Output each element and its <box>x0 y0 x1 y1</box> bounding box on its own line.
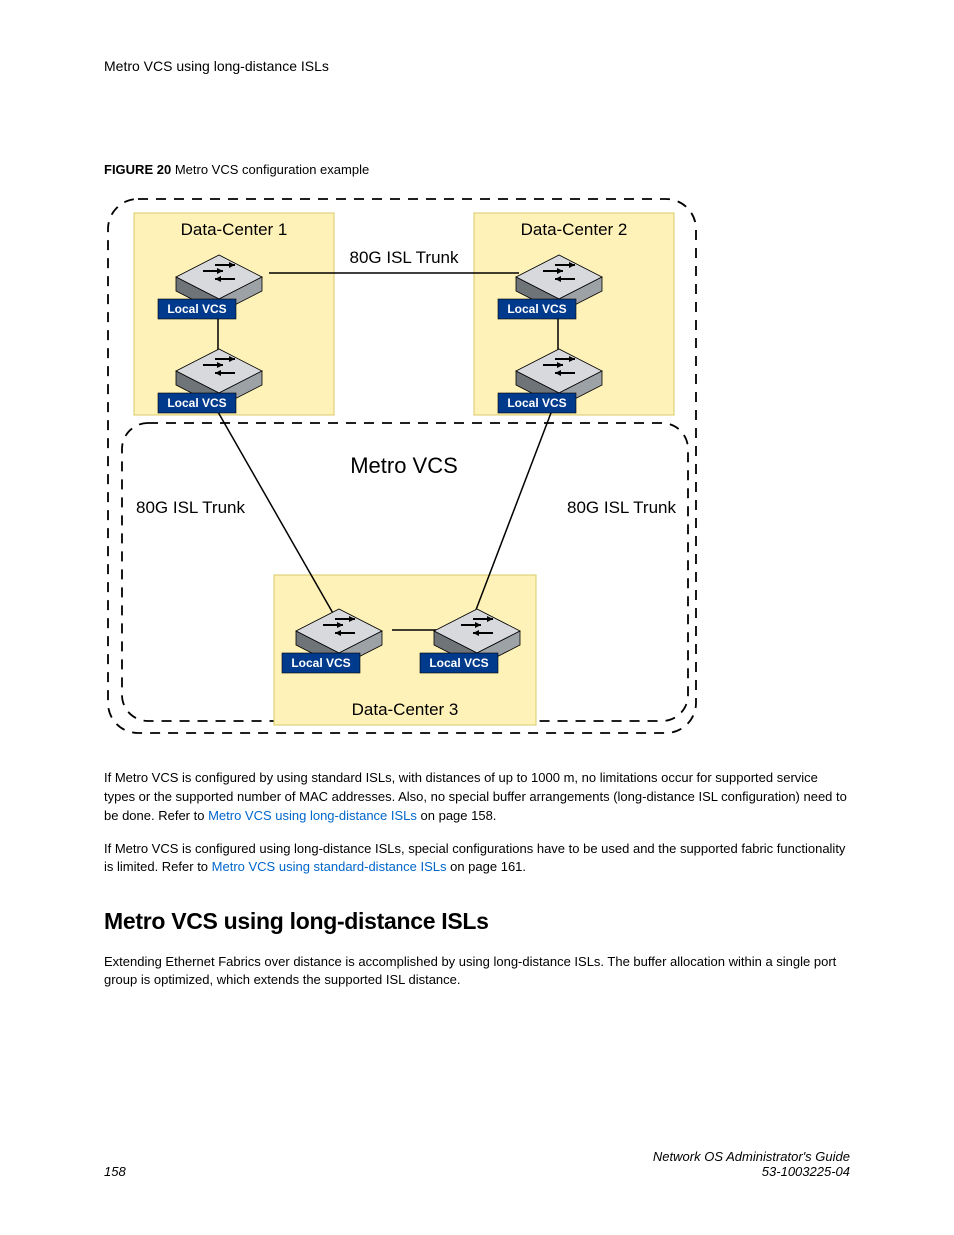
svg-text:Local VCS: Local VCS <box>291 656 350 670</box>
footer-doc-number: 53-1003225-04 <box>653 1164 850 1179</box>
figure-caption-text: Metro VCS configuration example <box>175 162 369 177</box>
section-body: Extending Ethernet Fabrics over distance… <box>104 953 850 991</box>
footer-right: Network OS Administrator's Guide 53-1003… <box>653 1149 850 1179</box>
figure-label: FIGURE 20 <box>104 162 171 177</box>
p1-text-b: on page 158. <box>417 808 497 823</box>
svg-text:Local VCS: Local VCS <box>429 656 488 670</box>
svg-text:Data-Center 3: Data-Center 3 <box>352 700 459 719</box>
figure-block: FIGURE 20 Metro VCS configuration exampl… <box>104 162 850 741</box>
section-heading: Metro VCS using long-distance ISLs <box>104 905 850 938</box>
svg-text:80G ISL Trunk: 80G ISL Trunk <box>136 498 245 517</box>
svg-text:80G ISL Trunk: 80G ISL Trunk <box>350 248 459 267</box>
running-header: Metro VCS using long-distance ISLs <box>104 58 850 74</box>
diagram-container: Local VCS Local VCS Local VCS Local VCS Loca… <box>104 195 850 741</box>
svg-text:Local VCS: Local VCS <box>507 396 566 410</box>
link-standard-distance-isls[interactable]: Metro VCS using standard-distance ISLs <box>212 859 447 874</box>
svg-text:Local VCS: Local VCS <box>507 302 566 316</box>
body-text: If Metro VCS is configured by using stan… <box>104 769 850 990</box>
page-number: 158 <box>104 1164 126 1179</box>
svg-text:Data-Center 2: Data-Center 2 <box>521 220 628 239</box>
figure-caption: FIGURE 20 Metro VCS configuration exampl… <box>104 162 850 177</box>
link-long-distance-isls[interactable]: Metro VCS using long-distance ISLs <box>208 808 417 823</box>
page: Metro VCS using long-distance ISLs FIGUR… <box>0 0 954 1235</box>
metro-vcs-diagram: Local VCS Local VCS Local VCS Local VCS Loca… <box>104 195 700 741</box>
svg-text:Local VCS: Local VCS <box>167 302 226 316</box>
p2-text-b: on page 161. <box>447 859 527 874</box>
paragraph-1: If Metro VCS is configured by using stan… <box>104 769 850 826</box>
svg-text:Metro VCS: Metro VCS <box>350 453 458 478</box>
svg-text:Local VCS: Local VCS <box>167 396 226 410</box>
svg-text:80G ISL Trunk: 80G ISL Trunk <box>567 498 676 517</box>
svg-text:Data-Center 1: Data-Center 1 <box>181 220 288 239</box>
footer-guide: Network OS Administrator's Guide <box>653 1149 850 1164</box>
paragraph-2: If Metro VCS is configured using long-di… <box>104 840 850 878</box>
page-footer: 158 Network OS Administrator's Guide 53-… <box>104 1149 850 1179</box>
